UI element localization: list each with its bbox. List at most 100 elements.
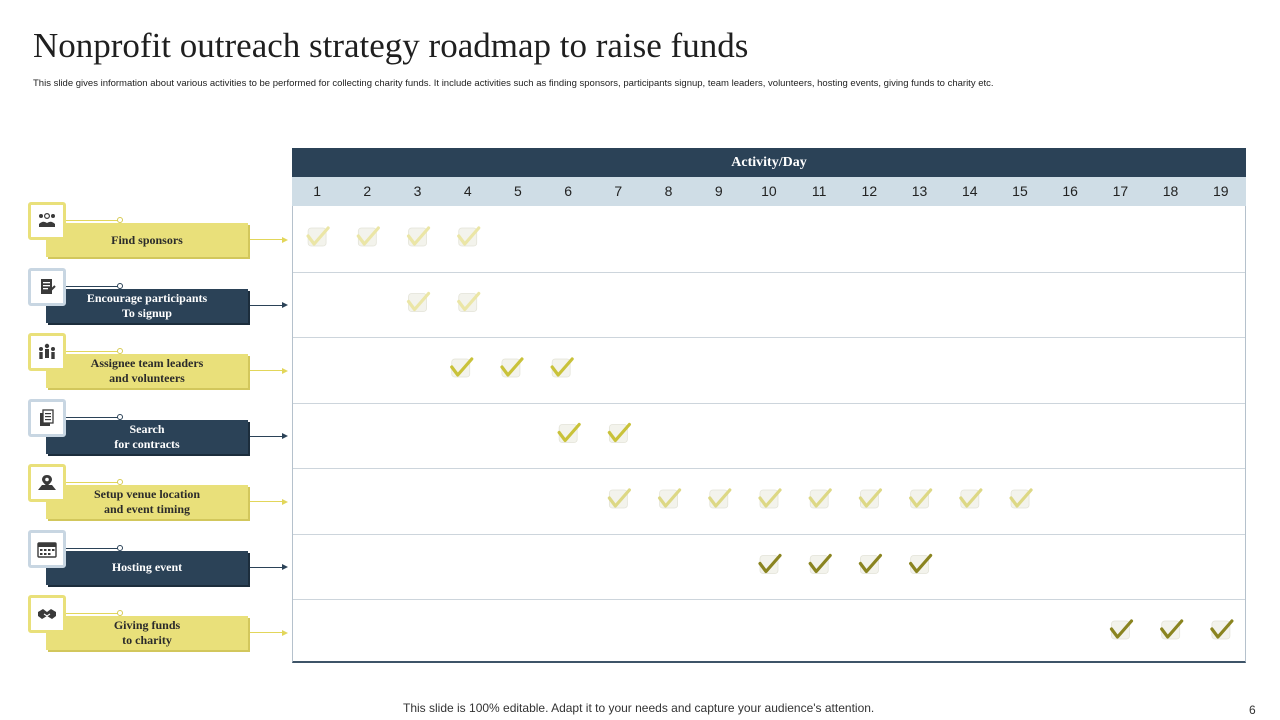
row-divider: [293, 599, 1245, 600]
documents-icon: [28, 398, 66, 437]
connector-line: [248, 370, 282, 371]
check-mark: [657, 488, 682, 509]
connector-line: [248, 501, 282, 502]
day-header-9: 9: [714, 183, 723, 199]
row-divider: [293, 402, 1245, 404]
check-mark: [1109, 619, 1134, 640]
day-header-19: 19: [1212, 183, 1229, 199]
check-mark: [909, 488, 933, 509]
activity-label-box: Giving funds to charity: [46, 616, 248, 650]
connector-dot: [117, 217, 123, 223]
day-header-row: 1 2 3 4 5 6 7 8 9 10 11 12 13 14 15 16 17 18 19: [292, 177, 1246, 206]
day-header-17: 17: [1112, 183, 1129, 199]
connector-line: [248, 632, 282, 633]
connector-dot: [117, 282, 123, 289]
day-header-3: 3: [413, 183, 422, 199]
connector-line: [248, 304, 282, 306]
activity-label: Find sponsors: [0, 199, 292, 259]
check-mark: [457, 291, 481, 312]
row-divider: [293, 468, 1245, 469]
check-mark: [607, 488, 631, 509]
check-mark: [406, 226, 431, 247]
activity-label-box: Setup venue location and event timing: [46, 485, 248, 519]
sponsor-icon: [28, 202, 66, 240]
check-mark: [858, 488, 883, 509]
arrow-head: [282, 629, 288, 636]
handshake-icon: [28, 595, 66, 633]
signup-form-icon: [28, 267, 66, 306]
check-mark: [758, 488, 782, 509]
check-mark: [1160, 619, 1184, 640]
check-mark: [1210, 619, 1234, 640]
check-mark: [909, 553, 933, 574]
arrow-head: [282, 498, 288, 505]
day-header-2: 2: [363, 183, 372, 199]
activity-label-box: Search for contracts: [46, 419, 248, 454]
connector-dot: [117, 610, 123, 616]
day-header-18: 18: [1162, 183, 1179, 199]
day-header-12: 12: [861, 183, 878, 199]
activity-label: Hosting event: [0, 527, 292, 587]
page-number: 6: [1249, 703, 1256, 717]
day-header-6: 6: [564, 183, 573, 199]
activity-label-box: Hosting event: [46, 550, 248, 585]
location-icon: [28, 464, 66, 502]
day-header-11: 11: [811, 183, 827, 199]
icon-connector-line: [60, 482, 118, 483]
check-mark: [607, 422, 631, 443]
grid-header: Activity/Day: [292, 148, 1246, 177]
day-header-8: 8: [664, 183, 673, 199]
icon-connector-line: [60, 351, 118, 352]
check-mark: [959, 488, 983, 509]
team-icon: [28, 333, 66, 371]
icon-connector-line: [60, 547, 118, 549]
day-header-1: 1: [313, 183, 321, 199]
connector-dot: [117, 413, 123, 420]
row-divider: [293, 337, 1245, 338]
footer-note: This slide is 100% editable. Adapt it to…: [403, 701, 875, 715]
arrow-head: [282, 564, 288, 570]
check-mark: [500, 357, 524, 378]
row-divider: [293, 271, 1245, 273]
check-mark: [858, 553, 883, 574]
connector-dot: [117, 544, 123, 551]
day-header-4: 4: [463, 183, 472, 199]
arrow-head: [282, 302, 288, 308]
day-header-10: 10: [761, 183, 777, 199]
row-divider: [293, 533, 1245, 535]
check-mark: [550, 357, 574, 378]
activity-label: Encourage participants To signup: [0, 265, 292, 325]
check-mark: [808, 488, 832, 509]
arrow-head: [282, 367, 288, 374]
check-mark: [306, 226, 330, 247]
activity-label-box: Encourage participants To signup: [46, 288, 248, 323]
day-header-7: 7: [614, 183, 623, 199]
check-mark: [356, 226, 380, 247]
activity-label: Setup venue location and event timing: [0, 461, 292, 521]
check-mark: [1009, 488, 1033, 509]
page-title: Nonprofit outreach strategy roadmap to r…: [33, 26, 749, 65]
connector-dot: [117, 348, 123, 354]
day-header-5: 5: [514, 183, 522, 199]
check-mark: [457, 226, 481, 247]
check-marks: [306, 226, 1234, 640]
check-mark: [406, 291, 431, 312]
check-mark: [808, 553, 832, 574]
connector-line: [248, 435, 282, 437]
connector-dot: [117, 479, 123, 485]
calendar-icon: [28, 529, 66, 568]
connector-line: [248, 239, 282, 240]
activity-label: Assignee team leaders and volunteers: [0, 330, 292, 390]
day-header-16: 16: [1062, 183, 1078, 199]
check-mark: [557, 422, 581, 443]
activity-label: Giving funds to charity: [0, 592, 292, 652]
check-mark: [708, 488, 732, 509]
icon-connector-line: [60, 416, 118, 418]
page-subtitle: This slide gives information about vario…: [33, 78, 994, 89]
icon-connector-line: [60, 613, 118, 614]
icon-connector-line: [60, 220, 118, 221]
connector-line: [248, 566, 282, 568]
activity-grid: Activity/Day 1 2 3 4 5 6 7 8 9 10 11 12 13 14 15 16 17 18…: [292, 148, 1246, 663]
activity-label: Search for contracts: [0, 396, 292, 456]
arrow-head: [282, 433, 288, 439]
